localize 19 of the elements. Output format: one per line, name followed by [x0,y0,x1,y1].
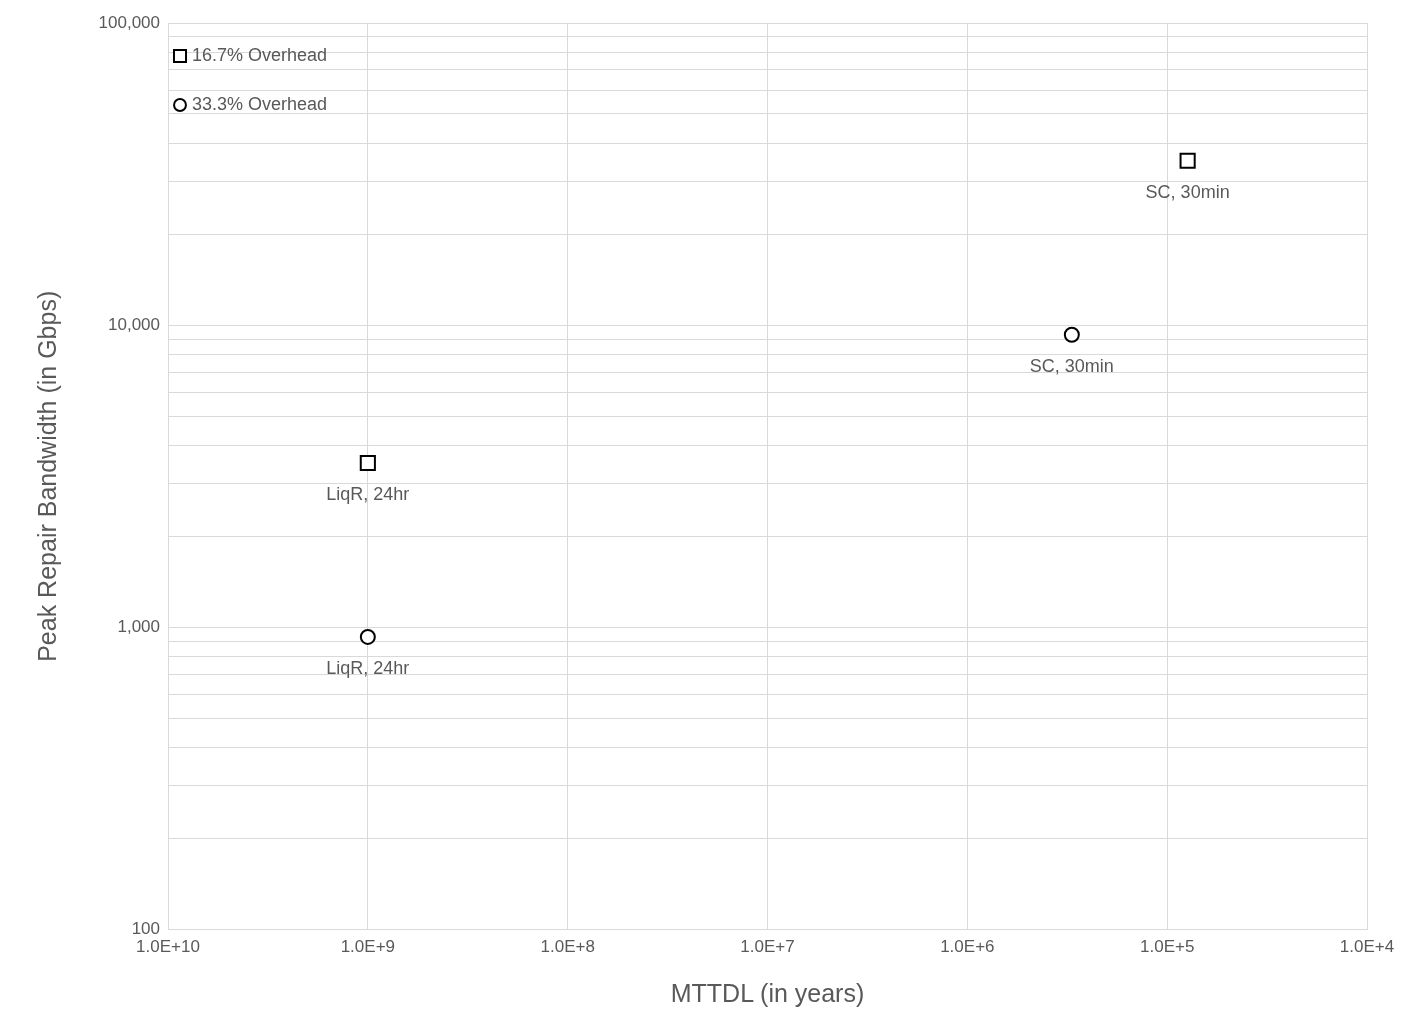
annotation: SC, 30min [1029,355,1114,376]
y-tick-label: 1,000 [117,617,160,637]
x-tick-label: 1.0E+6 [940,937,995,957]
y-tick-label: 100 [131,919,160,939]
y-tick-label: 100,000 [98,12,160,32]
annotation: LiqR, 24hr [326,483,410,504]
x-tick-label: 1.0E+10 [136,937,200,957]
annotation: SC, 30min [1145,181,1230,202]
legend-label: 33.3% Overhead [192,93,328,114]
x-axis-title: MTTDL (in years) [670,978,865,1007]
x-tick-label: 1.0E+8 [540,937,595,957]
x-tick-label: 1.0E+9 [340,937,396,957]
y-axis-title: Peak Repair Bandwidth (in Gbps) [32,290,61,662]
x-tick-label: 1.0E+7 [740,937,795,957]
annotation: LiqR, 24hr [326,657,410,678]
x-tick-label: 1.0E+5 [1139,937,1195,957]
legend-label: 16.7% Overhead [192,44,328,65]
x-tick-label: 1.0E+4 [1339,937,1395,957]
y-tick-label: 10,000 [108,314,160,334]
